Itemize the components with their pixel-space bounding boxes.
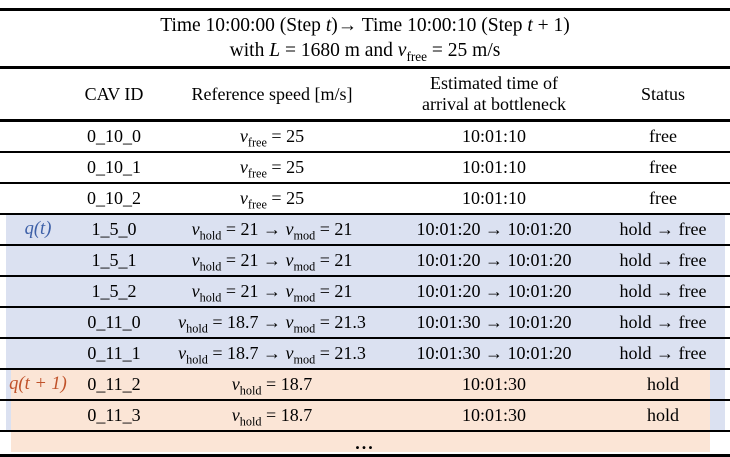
eta-cell: 10:01:20 → 10:01:20	[416, 219, 572, 239]
eta-cell: 10:01:10	[461, 126, 526, 146]
status-cell: free	[649, 157, 677, 177]
queue-label: q(t)	[24, 219, 52, 239]
header-status: Status	[640, 83, 685, 104]
table-row: 1_5_2 vhold = 21 → vmod = 21 10:01:20 → 10…	[0, 277, 730, 308]
eta-cell: 10:01:30	[461, 405, 526, 425]
table-body: 0_10_0 vfree = 25 10:01:10 free 0_10_1 vfree …	[0, 122, 730, 454]
eta-cell: 10:01:30 → 10:01:20	[416, 343, 572, 363]
reference-speed-cell: vhold = 18.7	[231, 374, 313, 398]
status-cell: hold	[646, 374, 679, 394]
reference-speed-cell: vhold = 21 → vmod = 21	[191, 219, 353, 243]
reference-speed-cell: vhold = 18.7	[231, 405, 313, 429]
table-row: q(t) 1_5_0 vhold = 21 → vmod = 21 10:01:20 …	[0, 215, 730, 246]
table-row: q(t + 1) 0_11_2 vhold = 18.7 10:01:30 hold	[0, 370, 730, 401]
table-row: 0_11_0 vhold = 18.7 → vmod = 21.3 10:01:30…	[0, 308, 730, 339]
eta-cell: 10:01:30	[461, 374, 526, 394]
table-header-row: CAV ID Reference speed [m/s] Estimated t…	[0, 69, 730, 122]
eta-cell: 10:01:30 → 10:01:20	[416, 312, 572, 332]
table-row: 0_11_3 vhold = 18.7 10:01:30 hold	[0, 401, 730, 432]
status-cell: hold → free	[619, 219, 707, 239]
table-row: 0_10_2 vfree = 25 10:01:10 free	[0, 184, 730, 215]
header-eta-line1: Estimated time of	[430, 73, 558, 93]
table-row: 1_5_1 vhold = 21 → vmod = 21 10:01:20 → 10…	[0, 246, 730, 277]
queue-label: q(t + 1)	[9, 374, 67, 394]
cav-schedule-table: Time 10:00:00 (Step t)→ Time 10:00:10 (S…	[0, 8, 730, 457]
table-title-line1: Time 10:00:00 (Step t)→ Time 10:00:10 (S…	[160, 15, 570, 36]
cav-id-cell: 0_11_0	[87, 312, 141, 332]
cav-id-cell: 0_10_2	[87, 188, 141, 208]
reference-speed-cell: vfree = 25	[239, 188, 305, 212]
cav-id-cell: 0_11_1	[87, 343, 141, 363]
header-reference-speed: Reference speed [m/s]	[191, 83, 353, 104]
cav-id-cell: 0_11_2	[87, 374, 141, 394]
reference-speed-cell: vhold = 18.7 → vmod = 21.3	[178, 312, 366, 336]
status-cell: hold → free	[619, 250, 707, 270]
table-row: 0_11_1 vhold = 18.7 → vmod = 21.3 10:01:30…	[0, 339, 730, 370]
cav-id-cell: 0_10_1	[87, 157, 141, 177]
reference-speed-cell: vhold = 21 → vmod = 21	[191, 250, 353, 274]
status-cell: free	[649, 188, 677, 208]
reference-speed-cell: vhold = 21 → vmod = 21	[191, 281, 353, 305]
header-eta: Estimated time of arrival at bottleneck	[392, 73, 596, 115]
reference-speed-cell: vfree = 25	[239, 157, 305, 181]
cav-id-cell: 0_10_0	[87, 126, 141, 146]
header-eta-line2: arrival at bottleneck	[422, 94, 566, 114]
status-cell: hold	[646, 405, 679, 425]
status-cell: hold → free	[619, 343, 707, 363]
status-cell: hold → free	[619, 312, 707, 332]
reference-speed-cell: vhold = 18.7 → vmod = 21.3	[178, 343, 366, 367]
eta-cell: 10:01:20 → 10:01:20	[416, 250, 572, 270]
continuation-ellipsis: ...	[355, 432, 375, 453]
queue-t-plus-1-highlight	[11, 370, 710, 452]
continuation-row: ...	[0, 432, 730, 454]
cav-id-cell: 1_5_0	[91, 219, 137, 239]
cav-id-cell: 1_5_1	[91, 250, 137, 270]
table-row: 0_10_1 vfree = 25 10:01:10 free	[0, 153, 730, 184]
status-cell: free	[649, 126, 677, 146]
cav-id-cell: 0_11_3	[87, 405, 141, 425]
eta-cell: 10:01:10	[461, 188, 526, 208]
table-title-line2: with L = 1680 m and vfree = 25 m/s	[229, 40, 501, 64]
header-cav-id: CAV ID	[84, 83, 144, 104]
eta-cell: 10:01:10	[461, 157, 526, 177]
table-title: Time 10:00:00 (Step t)→ Time 10:00:10 (S…	[0, 11, 730, 69]
status-cell: hold → free	[619, 281, 707, 301]
eta-cell: 10:01:20 → 10:01:20	[416, 281, 572, 301]
reference-speed-cell: vfree = 25	[239, 126, 305, 150]
table-row: 0_10_0 vfree = 25 10:01:10 free	[0, 122, 730, 153]
cav-id-cell: 1_5_2	[91, 281, 137, 301]
